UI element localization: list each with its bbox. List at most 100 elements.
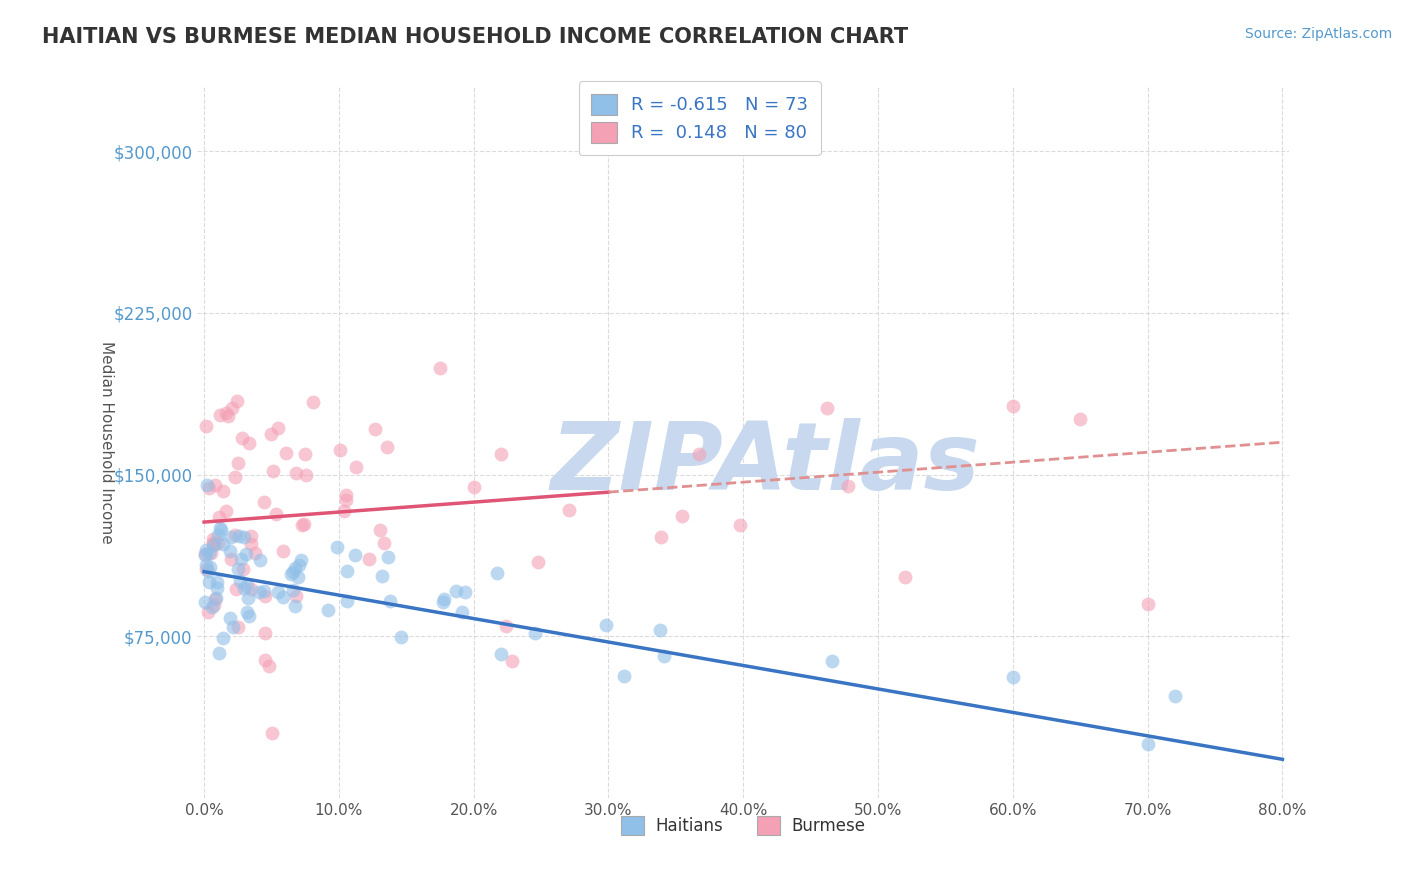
Point (375, 440, 398, 454)
Point (1136, 597, 1159, 611)
Point (202, 538, 225, 552)
Point (205, 591, 228, 605)
Point (335, 492, 357, 507)
Point (326, 540, 349, 554)
Point (208, 520, 231, 534)
Point (595, 617, 617, 632)
Point (204, 592, 226, 607)
Point (217, 409, 239, 423)
Point (225, 582, 247, 597)
Point (204, 478, 226, 492)
Point (290, 553, 312, 567)
Point (281, 583, 304, 598)
Point (233, 581, 256, 595)
Point (820, 654, 842, 668)
Point (219, 552, 242, 566)
Point (229, 574, 252, 589)
Point (894, 569, 917, 583)
Point (236, 591, 259, 605)
Point (195, 562, 218, 576)
Point (652, 648, 675, 663)
Point (236, 605, 259, 619)
Point (433, 592, 456, 607)
Point (523, 625, 546, 640)
Point (527, 555, 550, 569)
Point (238, 608, 260, 623)
Point (271, 544, 294, 558)
Point (264, 507, 287, 521)
Point (197, 481, 219, 495)
Point (212, 537, 235, 551)
Point (197, 605, 219, 619)
Point (214, 504, 236, 518)
Point (280, 566, 302, 581)
Point (444, 583, 467, 598)
Point (202, 537, 225, 551)
Point (240, 537, 263, 551)
Point (201, 600, 224, 615)
Point (229, 552, 252, 566)
Point (194, 548, 217, 562)
Point (1163, 689, 1185, 703)
Point (450, 605, 472, 619)
Point (292, 516, 315, 531)
Point (294, 468, 316, 483)
Point (254, 653, 277, 667)
Point (207, 528, 229, 542)
Point (648, 624, 671, 638)
Text: ZIPAtlas: ZIPAtlas (550, 417, 980, 509)
Point (221, 401, 243, 415)
Point (228, 528, 250, 542)
Point (281, 565, 304, 579)
Point (329, 442, 352, 457)
Point (276, 446, 298, 460)
Point (253, 583, 276, 598)
Point (373, 536, 395, 550)
Point (489, 647, 512, 661)
Point (224, 528, 246, 542)
Point (815, 401, 838, 415)
Point (432, 594, 454, 608)
Point (211, 483, 233, 498)
Point (226, 562, 249, 576)
Point (364, 422, 387, 436)
Y-axis label: Median Household Income: Median Household Income (100, 341, 114, 543)
Point (226, 456, 249, 470)
Point (253, 590, 276, 604)
Point (284, 561, 307, 575)
Point (336, 593, 359, 607)
Point (205, 582, 228, 596)
Point (260, 726, 283, 740)
Point (463, 480, 485, 494)
Point (222, 620, 245, 634)
Point (194, 542, 217, 557)
Point (294, 446, 316, 460)
Point (202, 533, 225, 547)
Point (288, 558, 311, 572)
Point (254, 626, 277, 640)
Point (240, 529, 263, 543)
Point (1069, 411, 1091, 425)
Point (453, 584, 475, 599)
Point (501, 655, 523, 669)
Point (271, 590, 294, 604)
Point (332, 503, 354, 517)
Point (236, 579, 259, 593)
Point (287, 569, 309, 583)
Text: HAITIAN VS BURMESE MEDIAN HOUSEHOLD INCOME CORRELATION CHART: HAITIAN VS BURMESE MEDIAN HOUSEHOLD INCO… (42, 27, 908, 46)
Point (344, 460, 367, 475)
Point (262, 464, 284, 478)
Point (198, 574, 221, 589)
Point (215, 406, 238, 420)
Point (208, 408, 231, 422)
Point (243, 546, 266, 560)
Point (302, 395, 325, 409)
Point (371, 568, 394, 582)
Point (613, 669, 636, 683)
Point (195, 478, 218, 492)
Point (252, 495, 274, 509)
Point (195, 419, 218, 434)
Point (202, 599, 225, 613)
Point (211, 631, 233, 645)
Point (231, 562, 253, 576)
